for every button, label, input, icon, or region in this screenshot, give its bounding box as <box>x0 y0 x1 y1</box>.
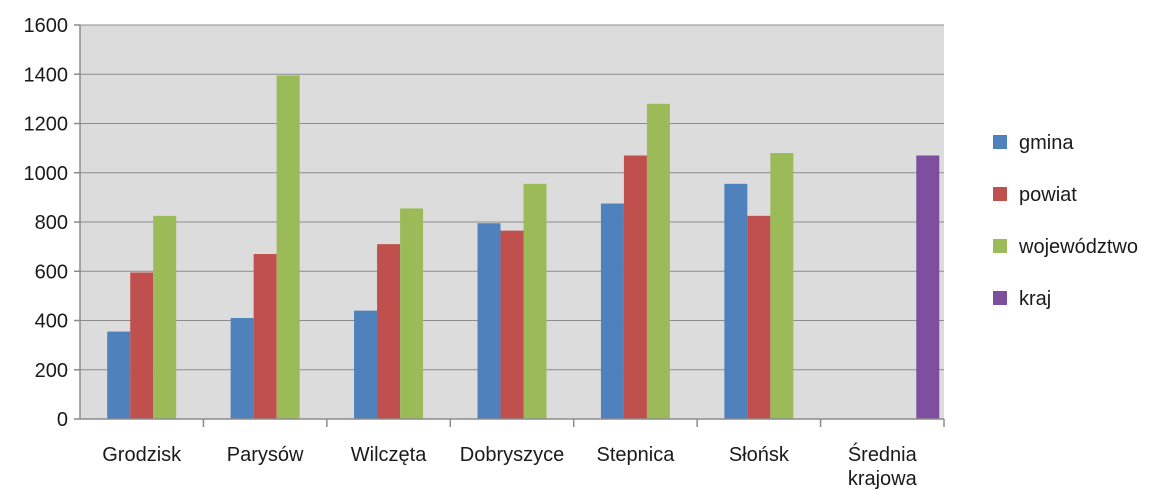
y-tick-label: 800 <box>35 212 68 234</box>
bar-gmina <box>724 183 748 419</box>
bar-powiat <box>253 254 277 419</box>
bar-gmina <box>107 331 131 419</box>
axes <box>79 25 945 427</box>
y-tick-label: 1200 <box>24 114 69 136</box>
x-tick-label: Słońsk <box>729 444 790 466</box>
bar-województwo <box>646 103 670 420</box>
legend-label: powiat <box>1019 184 1077 206</box>
bar-województwo <box>770 153 794 420</box>
bar-powiat <box>130 272 154 419</box>
legend-swatch-gmina <box>993 135 1007 149</box>
y-tick-label: 200 <box>35 360 68 382</box>
bar-gmina <box>477 223 501 419</box>
legend-swatch-kraj <box>993 291 1007 305</box>
legend-swatch-województwo <box>993 239 1007 253</box>
legend: gmina powiat województwo kraj <box>993 132 1138 310</box>
y-tick-label: 0 <box>57 409 68 431</box>
y-tick-labels: 0 200 400 600 800 1000 1200 1400 1600 <box>24 15 69 431</box>
bar-powiat <box>747 215 771 419</box>
y-tick-label: 1000 <box>24 163 69 185</box>
y-tick-label: 1400 <box>24 64 69 86</box>
y-tick-label: 400 <box>35 311 68 333</box>
x-tick-label: Dobryszyce <box>460 444 564 466</box>
bar-województwo <box>153 215 177 419</box>
bar-powiat <box>377 244 401 419</box>
bar-województwo <box>276 75 300 419</box>
x-tick-label: Wilczęta <box>351 444 427 466</box>
legend-label: gmina <box>1019 132 1074 154</box>
bar-województwo <box>400 208 424 419</box>
bars <box>107 75 940 420</box>
bar-gmina <box>600 203 624 419</box>
x-tick-label: Parysów <box>227 444 304 466</box>
x-tick-label: Średnia krajowa <box>848 442 918 490</box>
bar-gmina <box>230 318 254 419</box>
x-tick-label: Grodzisk <box>102 444 182 466</box>
bar-kraj <box>916 155 940 419</box>
y-tick-label: 1600 <box>24 15 69 37</box>
legend-label: kraj <box>1019 288 1051 310</box>
x-tick-labels: Grodzisk Parysów Wilczęta Dobryszyce Stepnic… <box>102 442 917 490</box>
legend-swatch-powiat <box>993 187 1007 201</box>
bar-województwo <box>523 183 547 419</box>
y-tick-label: 600 <box>35 261 68 283</box>
bar-powiat <box>500 230 524 419</box>
bar-powiat <box>623 155 647 419</box>
legend-label: województwo <box>1018 236 1138 258</box>
bar-gmina <box>354 310 378 419</box>
x-tick-label: Stepnica <box>597 444 676 466</box>
